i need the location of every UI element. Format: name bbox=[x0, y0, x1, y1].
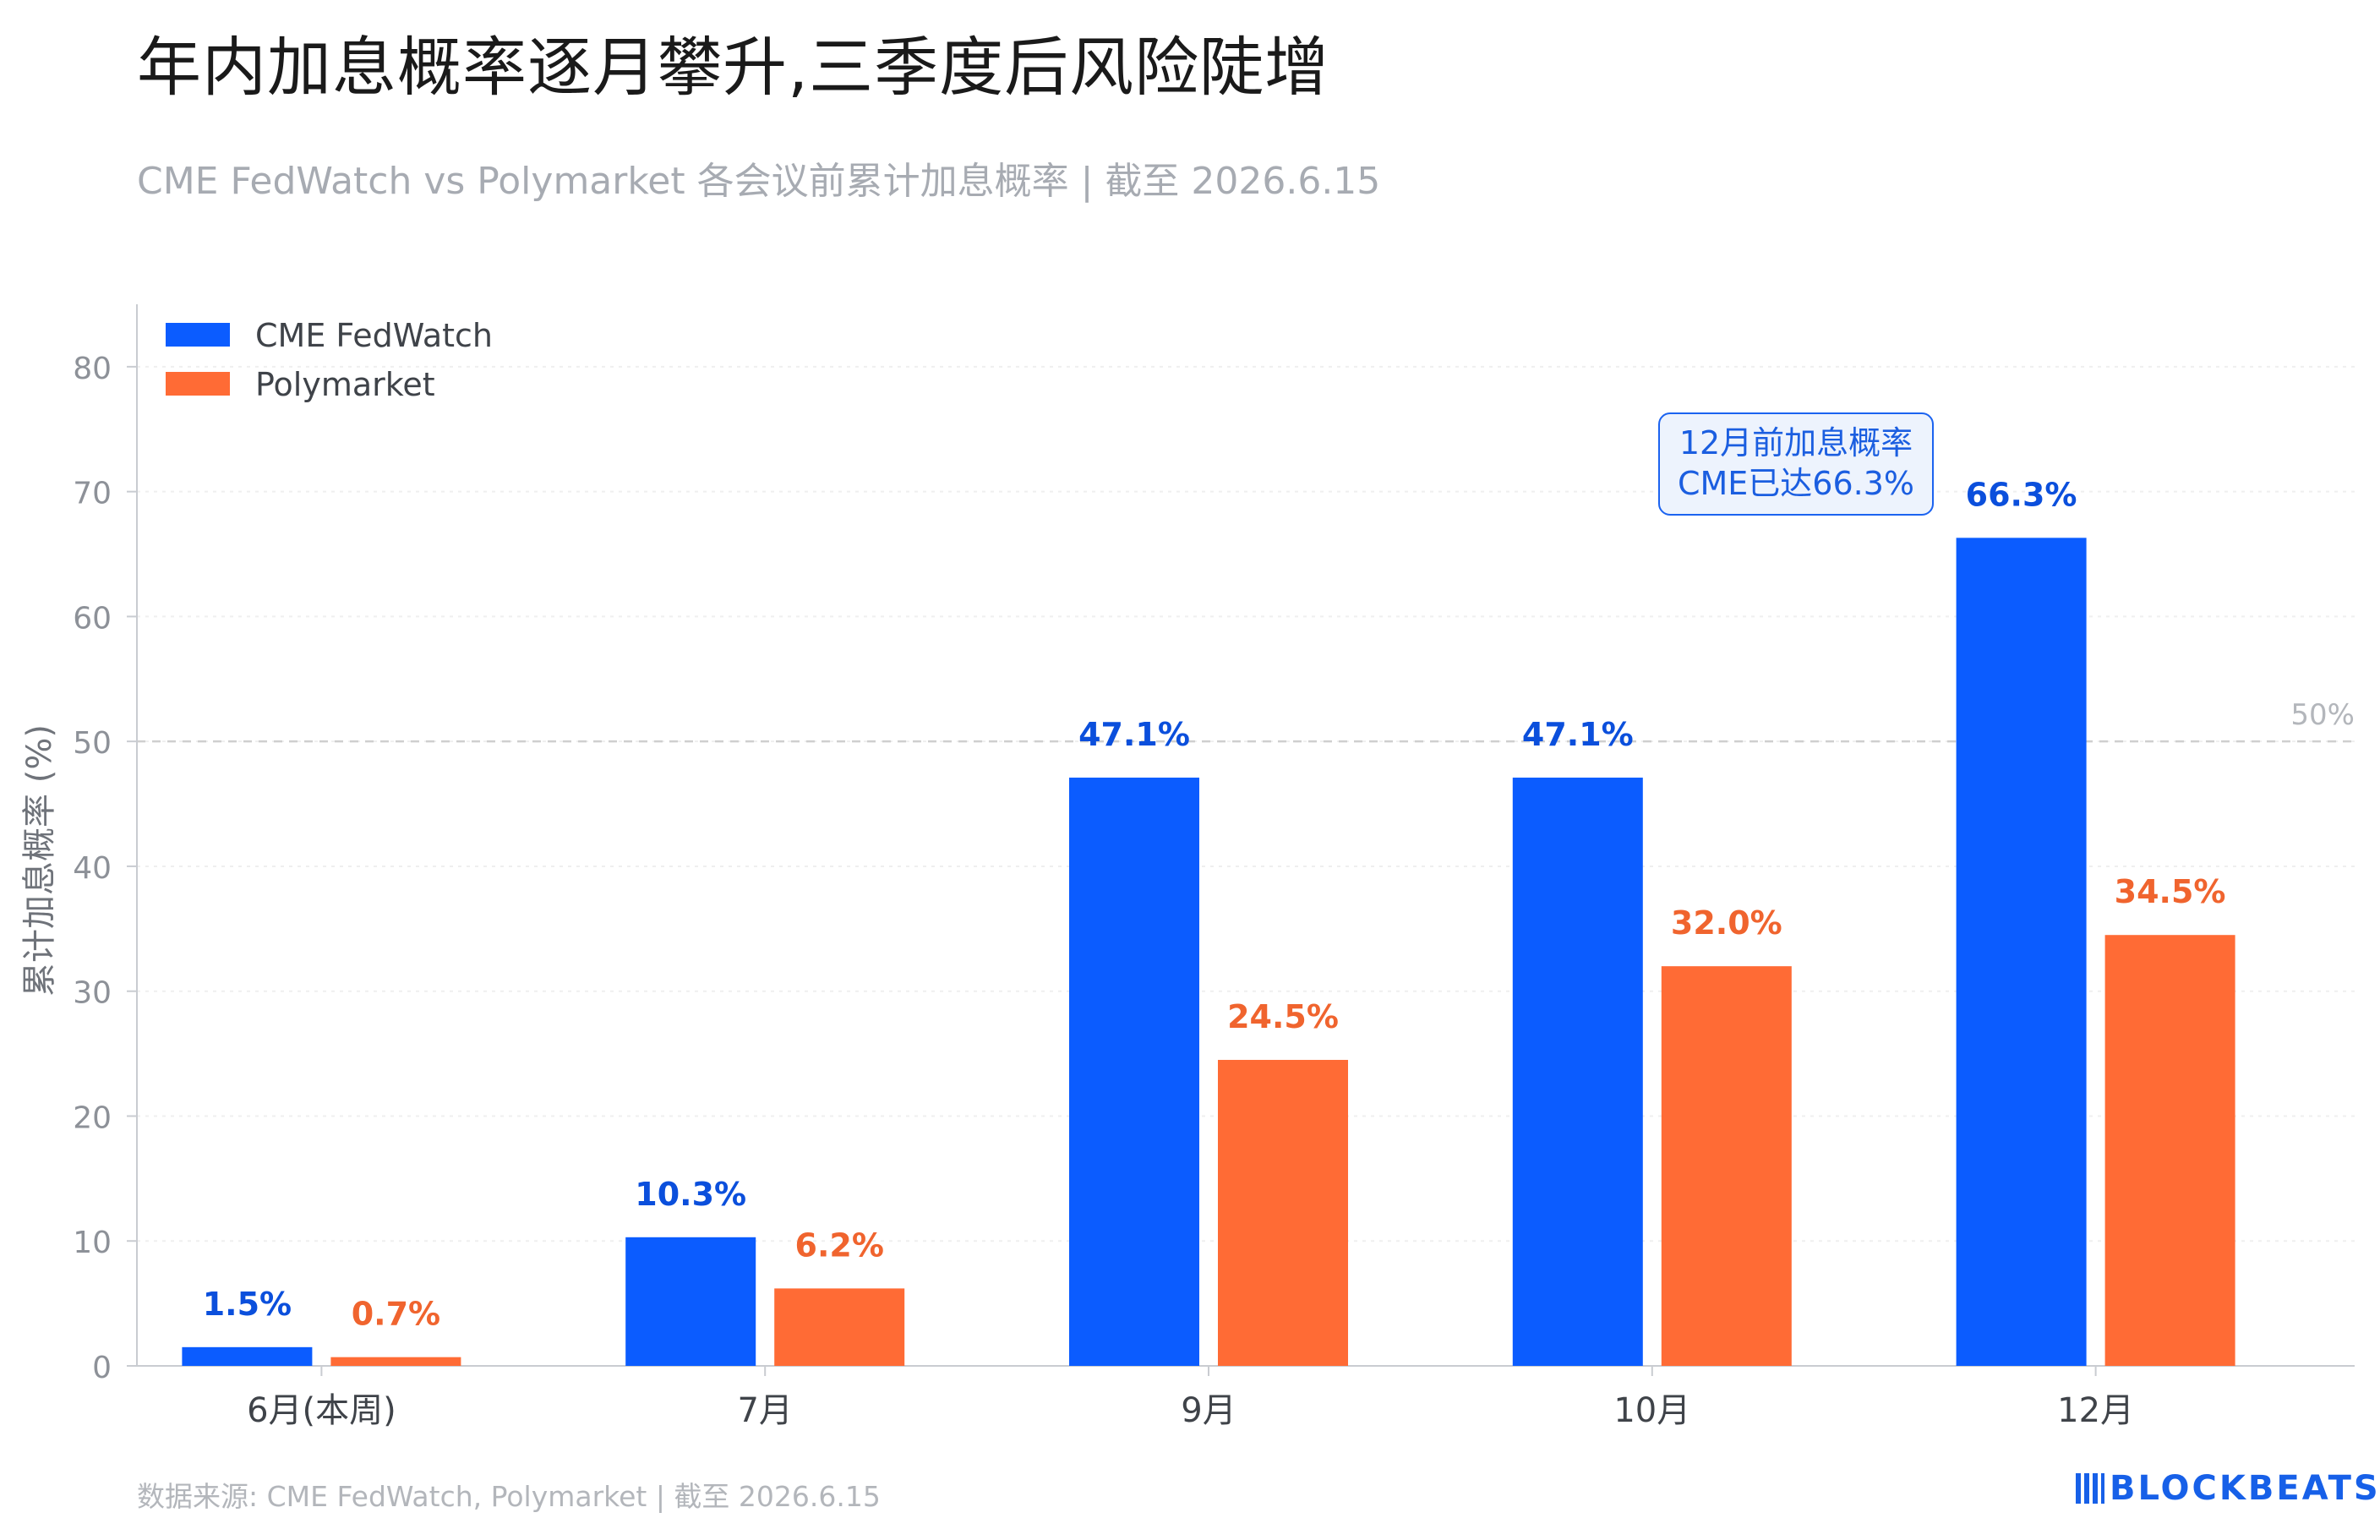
chart-subtitle: CME FedWatch vs Polymarket 各会议前累计加息概率 | … bbox=[137, 160, 1381, 203]
data-label: 0.7% bbox=[352, 1296, 440, 1333]
brand-text: BLOCKBEATS bbox=[2110, 1469, 2380, 1508]
bar-cme bbox=[1069, 778, 1199, 1366]
y-tick-label: 0 bbox=[92, 1351, 112, 1385]
y-axis-label: 累计加息概率 (%) bbox=[20, 724, 59, 997]
x-tick-label: 7月 bbox=[737, 1391, 792, 1430]
bar-polymarket bbox=[1218, 1059, 1348, 1366]
data-label: 1.5% bbox=[203, 1286, 292, 1323]
callout-line-1: 12月前加息概率 bbox=[1679, 424, 1913, 461]
data-label: 10.3% bbox=[635, 1176, 746, 1213]
y-tick-label: 50 bbox=[73, 726, 112, 761]
bar-polymarket bbox=[1661, 966, 1792, 1366]
bar-cme bbox=[182, 1346, 313, 1366]
bars bbox=[182, 538, 2235, 1366]
legend-swatch bbox=[166, 372, 230, 396]
data-label: 34.5% bbox=[2115, 873, 2226, 910]
data-label: 47.1% bbox=[1522, 716, 1634, 753]
x-tick-label: 10月 bbox=[1613, 1391, 1690, 1430]
bar-polymarket bbox=[2104, 935, 2235, 1366]
bar-cme bbox=[1512, 778, 1643, 1366]
x-tick-label: 12月 bbox=[2057, 1391, 2134, 1430]
bar-polymarket bbox=[774, 1288, 905, 1366]
y-tick-label: 60 bbox=[73, 601, 112, 636]
footer-source: 数据来源: CME FedWatch, Polymarket | 截至 2026… bbox=[137, 1480, 881, 1513]
brand-mark-icon bbox=[2076, 1473, 2104, 1504]
bar-polymarket bbox=[330, 1357, 461, 1366]
callout-line-2: CME已达66.3% bbox=[1677, 465, 1915, 502]
data-label: 66.3% bbox=[1966, 476, 2077, 513]
data-label: 24.5% bbox=[1227, 998, 1339, 1035]
x-tick-label: 6月(本周) bbox=[247, 1391, 396, 1430]
legend-label: CME FedWatch bbox=[255, 317, 493, 354]
data-label: 6.2% bbox=[795, 1226, 884, 1264]
legend-label: Polymarket bbox=[255, 366, 435, 403]
y-tick-label: 30 bbox=[73, 976, 112, 1011]
y-tick-label: 20 bbox=[73, 1100, 112, 1135]
bar-cme bbox=[1956, 538, 2087, 1366]
x-tick-label: 9月 bbox=[1181, 1391, 1236, 1430]
data-label: 32.0% bbox=[1671, 904, 1782, 942]
brand-logo: BLOCKBEATS bbox=[2076, 1469, 2380, 1508]
annotation-callout: 12月前加息概率 CME已达66.3% bbox=[1658, 412, 1934, 516]
y-tick-label: 70 bbox=[73, 477, 112, 511]
data-labels: 1.5% 0.7% 10.3% 6.2% 47.1% 24.5% 47.1% 32.0% 66.… bbox=[203, 476, 2226, 1332]
reference-line-label: 50% bbox=[2290, 698, 2355, 732]
y-tick-label: 10 bbox=[73, 1226, 112, 1260]
axes: 0 10 20 30 40 50 60 70 80 累计加息概率 (%) 6月(本周) 7月 9月 10月… bbox=[20, 304, 2355, 1430]
data-label: 47.1% bbox=[1078, 716, 1190, 753]
y-tick-label: 80 bbox=[73, 352, 112, 386]
legend: CME FedWatch Polymarket bbox=[166, 317, 493, 403]
legend-swatch bbox=[166, 323, 230, 347]
bar-cme bbox=[625, 1237, 756, 1366]
y-tick-label: 40 bbox=[73, 851, 112, 886]
chart-title: 年内加息概率逐月攀升,三季度后风险陡增 bbox=[137, 30, 1330, 105]
